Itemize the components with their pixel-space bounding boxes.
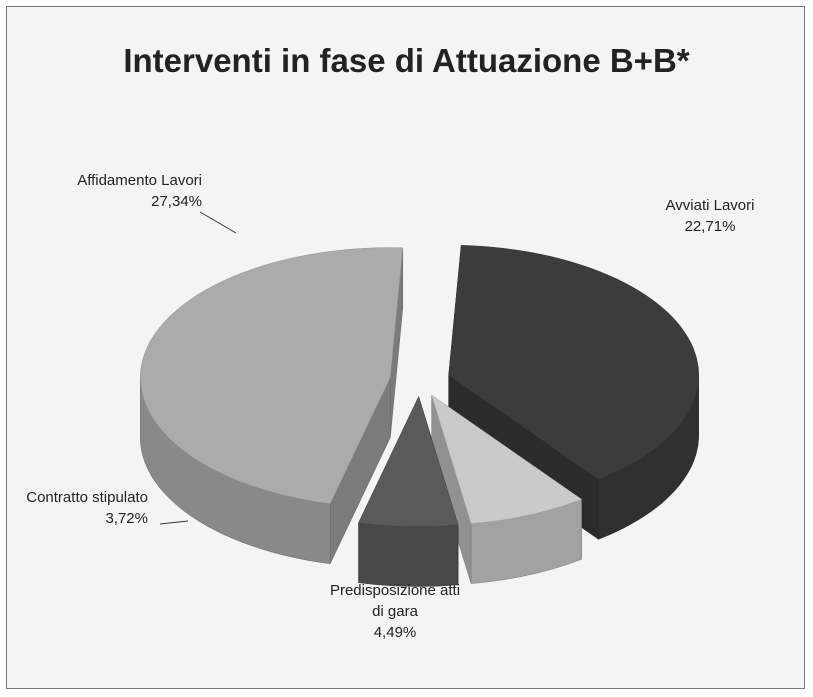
slice <box>358 395 459 527</box>
value-label: 3,72% <box>105 510 148 527</box>
leader-line <box>159 520 189 525</box>
value-label: 22,71% <box>684 218 736 235</box>
category-label: Avviati Lavori <box>665 197 755 214</box>
slice <box>448 245 699 480</box>
slice <box>431 394 583 524</box>
category-label: Contratto stipulato <box>26 489 148 506</box>
slice-wall <box>358 522 459 587</box>
category-label: Predisposizione atti di gara <box>329 582 461 620</box>
slice-label: Avviati Lavori 22,71% <box>640 195 780 237</box>
slice-label: Predisposizione atti di gara 4,49% <box>325 580 465 643</box>
slice-label: Contratto stipulato 3,72% <box>8 487 148 529</box>
value-label: 27,34% <box>151 193 202 210</box>
leader-line <box>199 211 237 234</box>
category-label: Affidamento Lavori <box>77 172 202 189</box>
chart-title: Interventi in fase di Attuazione B+B* <box>123 42 690 79</box>
value-label: 4,49% <box>373 624 417 641</box>
slice <box>140 247 404 505</box>
slice-label: Affidamento Lavori 27,34% <box>62 170 202 212</box>
